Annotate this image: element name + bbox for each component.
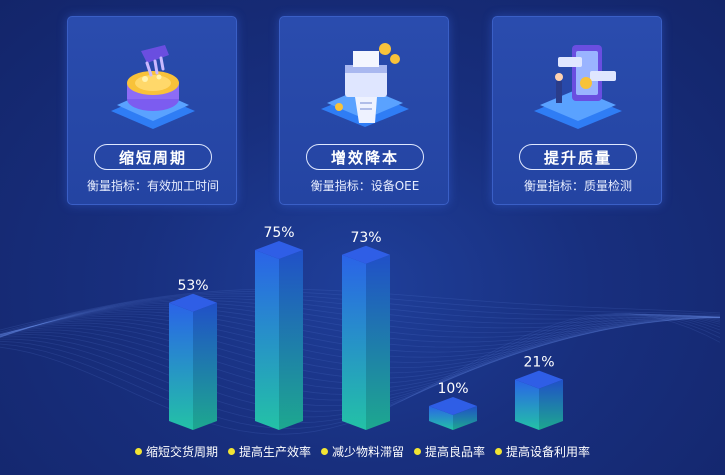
bar-left-face bbox=[515, 379, 539, 430]
bar-right-face bbox=[453, 406, 477, 430]
legend-dot-icon bbox=[134, 447, 142, 455]
bar-top-face bbox=[342, 245, 390, 264]
bar-value-label: 73% bbox=[350, 230, 381, 246]
phone-quality-icon bbox=[534, 45, 622, 129]
bar-value-label: 75% bbox=[263, 225, 294, 241]
bar bbox=[342, 245, 390, 430]
card-increase-efficiency: 增效降本 衡量指标：设备OEE bbox=[279, 16, 449, 205]
legend-item: 提高生产效率 bbox=[227, 441, 311, 461]
legend-item: 提高良品率 bbox=[414, 441, 485, 461]
bar-top-face bbox=[429, 397, 477, 415]
card-metric: 衡量指标：设备OEE bbox=[310, 179, 420, 193]
legend-label: 提高生产效率 bbox=[238, 444, 311, 459]
legend-item: 缩短交货周期 bbox=[134, 441, 218, 461]
legend-label: 减少物料滞留 bbox=[331, 444, 404, 459]
legend-item: 减少物料滞留 bbox=[320, 441, 404, 461]
bar-value-label: 53% bbox=[177, 278, 208, 294]
card-metric: 衡量指标：有效加工时间 bbox=[86, 179, 219, 193]
legend-dot-icon bbox=[227, 447, 235, 455]
legend-dot-icon bbox=[414, 447, 421, 455]
legend-label: 提高设备利用率 bbox=[506, 444, 591, 459]
bar-left-face bbox=[342, 254, 366, 430]
coin-hand-icon bbox=[111, 45, 195, 129]
bar-left-face bbox=[255, 250, 279, 430]
card-shorten-cycle: 缩短周期 衡量指标：有效加工时间 bbox=[67, 16, 237, 205]
bar-top-face bbox=[515, 370, 563, 389]
card-improve-quality: 提升质量 衡量指标：质量检测 bbox=[492, 16, 662, 205]
bar-value-label: 21% bbox=[523, 355, 554, 371]
bar-left-face bbox=[169, 302, 193, 430]
legend-dot-icon bbox=[320, 447, 328, 455]
legend-dot-icon bbox=[495, 447, 503, 455]
printer-receipt-icon bbox=[321, 43, 409, 127]
card-metric: 衡量指标：质量检测 bbox=[523, 179, 632, 193]
bar bbox=[255, 241, 303, 430]
legend-label: 提高良品率 bbox=[425, 444, 486, 459]
card-title: 提升质量 bbox=[519, 144, 637, 170]
card-title: 缩短周期 bbox=[94, 144, 212, 170]
legend-label: 缩短交货周期 bbox=[145, 444, 218, 459]
bar-left-face bbox=[429, 406, 453, 430]
bar-right-face bbox=[279, 250, 303, 430]
bar-top-face bbox=[255, 241, 303, 259]
bar-right-face bbox=[366, 254, 390, 430]
bar bbox=[429, 397, 477, 430]
chart-legend: 缩短交货周期 提高生产效率 减少物料滞留 提高良品率 提高设备利用率 bbox=[0, 441, 725, 461]
bar bbox=[515, 370, 563, 430]
legend-item: 提高设备利用率 bbox=[495, 441, 590, 461]
bar-right-face bbox=[193, 302, 217, 430]
bar-value-label: 10% bbox=[437, 381, 468, 397]
bar-right-face bbox=[539, 379, 563, 430]
card-title: 增效降本 bbox=[306, 144, 424, 170]
bar-top-face bbox=[169, 293, 217, 312]
bar bbox=[169, 293, 217, 430]
